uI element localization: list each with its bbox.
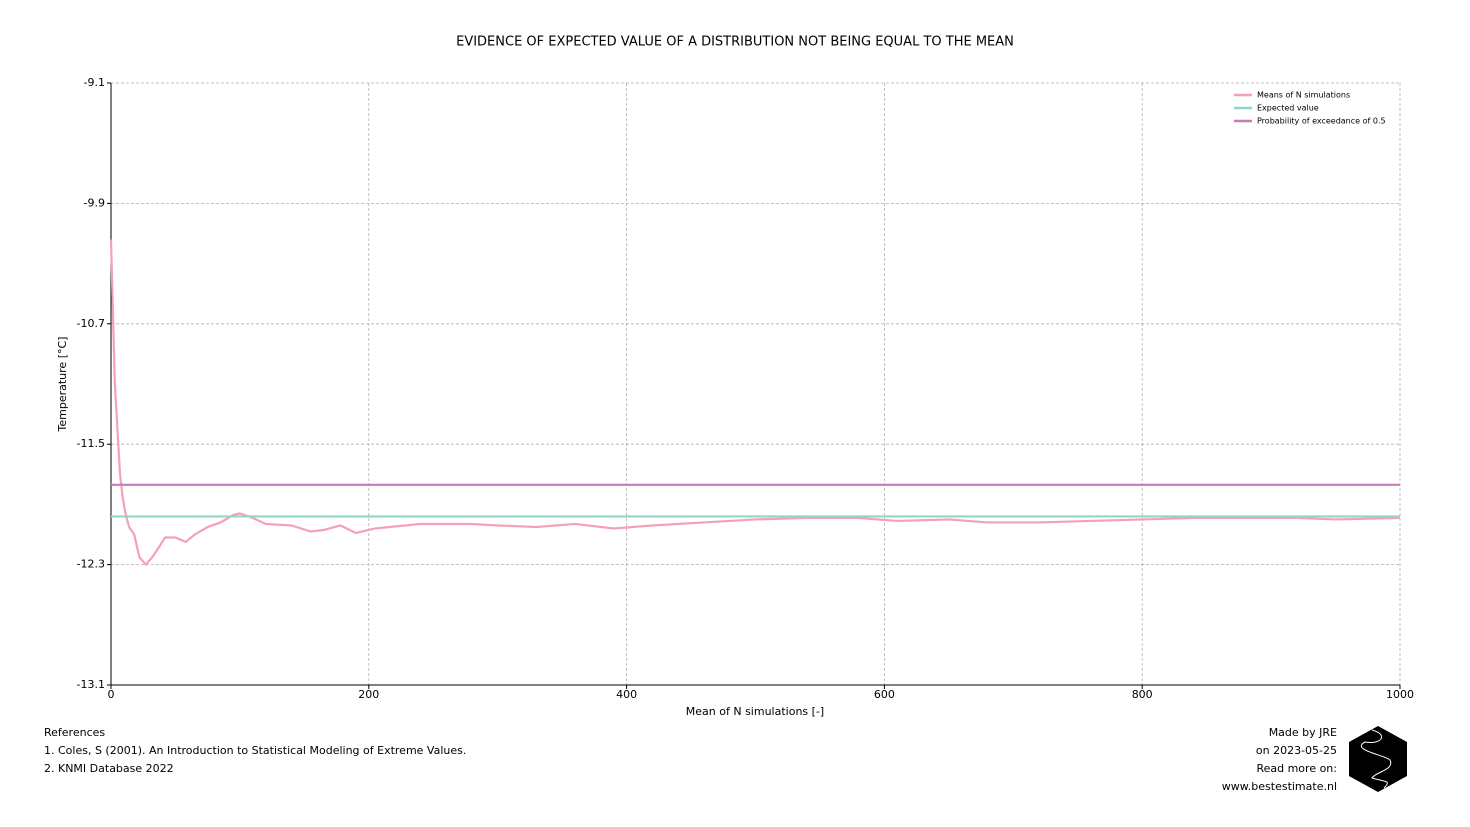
- credit: Made by JRE: [1269, 726, 1337, 739]
- reference: 2. KNMI Database 2022: [44, 762, 174, 775]
- y-tick-label: -13.1: [77, 678, 105, 691]
- y-axis-label: Temperature [°C]: [56, 337, 69, 433]
- y-tick-label: -9.1: [84, 76, 105, 89]
- x-axis-label: Mean of N simulations [-]: [686, 705, 824, 718]
- reference: References: [44, 726, 105, 739]
- credit: www.bestestimate.nl: [1222, 780, 1337, 793]
- y-tick-label: -11.5: [77, 437, 105, 450]
- x-tick-label: 200: [358, 688, 379, 701]
- y-tick-label: -9.9: [84, 196, 105, 209]
- x-tick-label: 1000: [1386, 688, 1414, 701]
- legend-label: Expected value: [1257, 104, 1319, 113]
- credit: on 2023-05-25: [1256, 744, 1337, 757]
- y-tick-label: -10.7: [77, 317, 105, 330]
- legend-label: Probability of exceedance of 0.5: [1257, 117, 1386, 126]
- x-tick-label: 800: [1132, 688, 1153, 701]
- x-tick-label: 0: [108, 688, 115, 701]
- reference: 1. Coles, S (2001). An Introduction to S…: [44, 744, 466, 757]
- y-tick-label: -12.3: [77, 558, 105, 571]
- logo: [1349, 726, 1407, 792]
- chart-title: EVIDENCE OF EXPECTED VALUE OF A DISTRIBU…: [456, 35, 1014, 50]
- legend-label: Means of N simulations: [1257, 91, 1350, 100]
- x-tick-label: 600: [874, 688, 895, 701]
- x-tick-label: 400: [616, 688, 637, 701]
- credit: Read more on:: [1256, 762, 1337, 775]
- series-line: [109, 239, 1401, 567]
